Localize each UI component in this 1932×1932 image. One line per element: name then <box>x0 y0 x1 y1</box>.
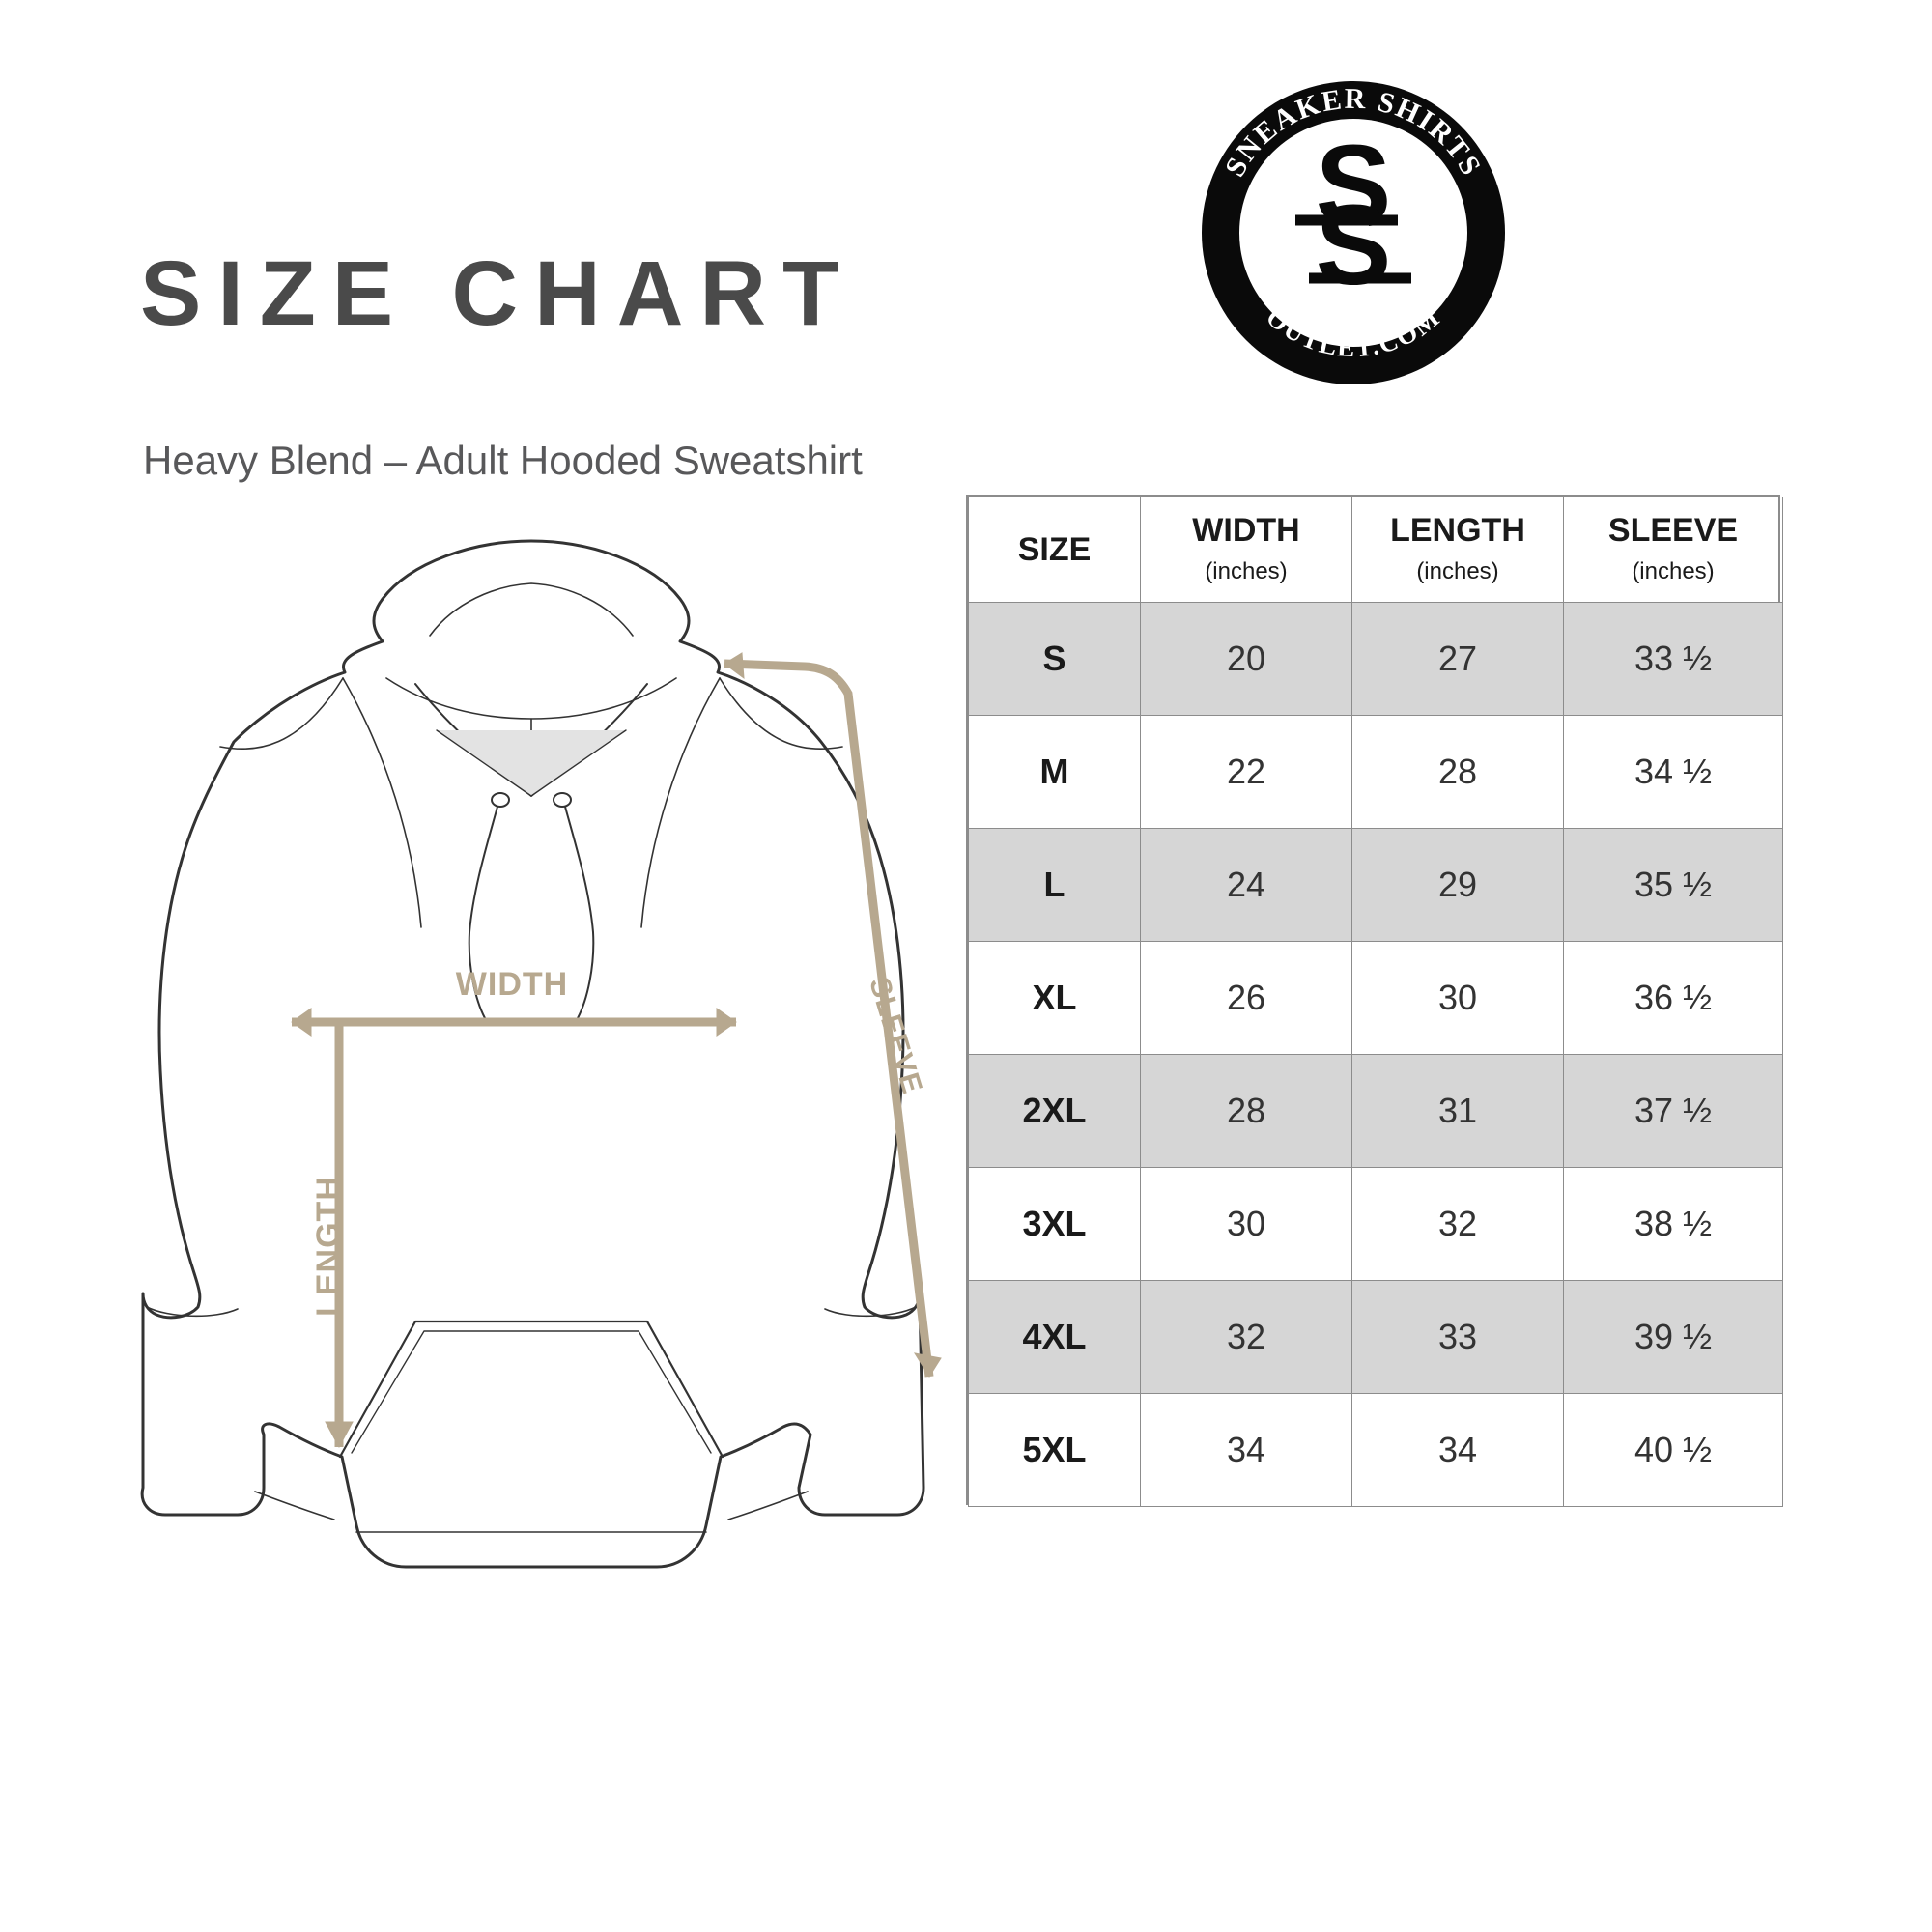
svg-text:SLEEVE: SLEEVE <box>863 974 928 1098</box>
svg-text:LENGTH: LENGTH <box>310 1176 347 1317</box>
svg-text:WIDTH: WIDTH <box>456 966 568 1003</box>
svg-text:S: S <box>1316 182 1392 309</box>
